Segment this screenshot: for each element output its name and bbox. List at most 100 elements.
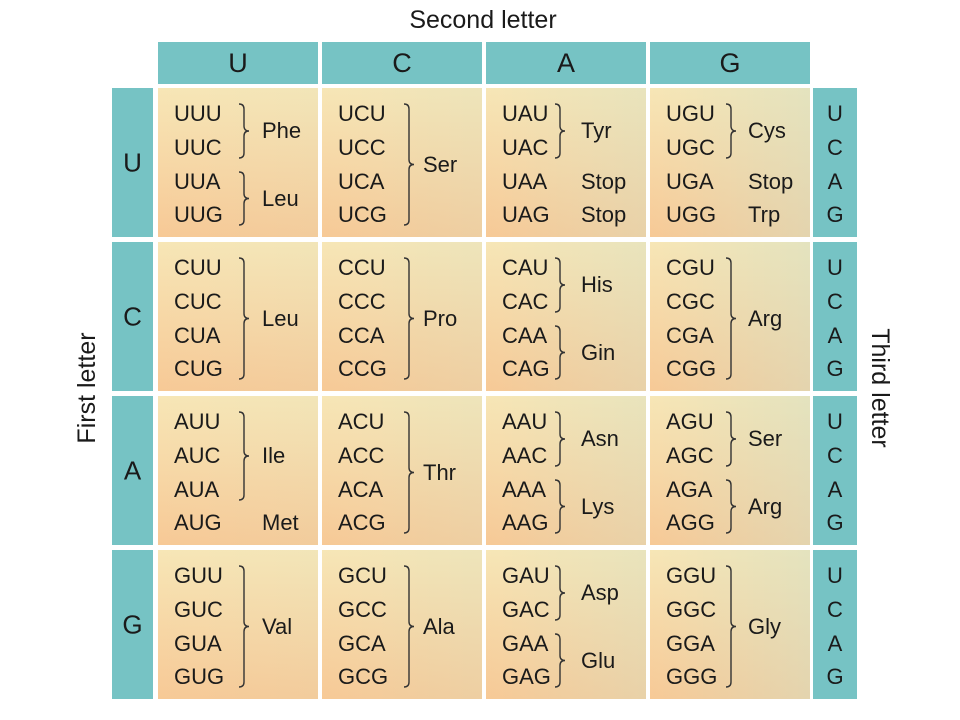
brace-bracket [725, 411, 737, 467]
third-letter-g: G [826, 202, 844, 227]
codon: GAA [502, 631, 549, 656]
codon: UAC [502, 135, 549, 160]
amino-acid-label: Ser [423, 151, 458, 177]
codon-cell: UCU UCC UCA UCG Ser [322, 88, 482, 237]
codon-cell: AGU AGC AGA AGG Ser Arg [650, 396, 810, 545]
codon: AAC [502, 443, 548, 468]
codon-cell: AUU AUC AUA AUG Ile Met [158, 396, 318, 545]
amino-acid-label: Lys [581, 493, 615, 519]
codon-cell: CCU CCC CCA CCG Pro [322, 242, 482, 391]
brace-bracket [554, 633, 566, 688]
codon: CCA [338, 323, 385, 348]
codon: CCU [338, 255, 386, 280]
codon: ACU [338, 409, 385, 434]
amino-acid-label: Gin [581, 339, 616, 365]
codon: GGU [666, 563, 717, 588]
codon: ACC [338, 443, 385, 468]
codon: AAA [502, 477, 547, 502]
amino-acid-label: Stop [748, 169, 794, 194]
amino-acid-label: Stop [581, 202, 627, 227]
codon: CUG [174, 356, 223, 381]
codon: AGC [666, 443, 714, 468]
codon: UGA [666, 169, 714, 194]
codon: AGA [666, 477, 713, 502]
codon-cell: GGU GGC GGA GGG Gly [650, 550, 810, 699]
amino-acid-label: Asp [581, 580, 619, 605]
brace-bracket [238, 171, 250, 226]
codon: CUU [174, 255, 222, 280]
brace-bracket [725, 479, 737, 534]
amino-acid-label: Arg [748, 493, 783, 519]
codon: ACA [338, 477, 384, 502]
codon: CUA [174, 323, 221, 348]
codon-cell: AAU AAC AAA AAG Asn Lys [486, 396, 646, 545]
third-letter-g: G [826, 356, 844, 381]
amino-acid-label: Asn [581, 426, 619, 451]
brace-bracket [725, 565, 737, 688]
codon-cell: CAU CAC CAA CAG His Gin [486, 242, 646, 391]
brace-bracket [554, 257, 566, 313]
first-letter-text: U [123, 147, 142, 177]
third-letter-u: U [827, 409, 843, 434]
third-letter-u: U [827, 563, 843, 588]
codon: CGC [666, 289, 715, 314]
third-letter-g: G [826, 510, 844, 535]
codon: GAG [502, 664, 551, 689]
codon: CUC [174, 289, 222, 314]
codon: ACG [338, 510, 386, 535]
third-letter-a: A [827, 323, 843, 348]
amino-acid-label: Glu [581, 647, 616, 673]
brace-bracket [554, 479, 566, 534]
third-letter-u: U [827, 101, 843, 126]
codon: GAC [502, 597, 550, 622]
amino-acid-label: Val [262, 613, 293, 639]
codon: AAG [502, 510, 549, 535]
third-letter-label-text: Third letter [866, 328, 894, 448]
codon-cell: UUU UUC UUA UUG Phe Leu [158, 88, 318, 237]
codon: CCG [338, 356, 387, 381]
brace-bracket [554, 565, 566, 621]
second-letter-g: G [650, 42, 810, 84]
codon: GUU [174, 563, 223, 588]
amino-acid-label: Gly [748, 613, 781, 639]
brace-bracket [403, 411, 415, 534]
brace-bracket [725, 103, 737, 159]
codon: GUC [174, 597, 223, 622]
codon-cell: CGU CGC CGA CGG Arg [650, 242, 810, 391]
amino-acid-label: His [581, 272, 613, 297]
codon: GGG [666, 664, 718, 689]
brace-bracket [238, 411, 250, 501]
third-letter-a: A [827, 477, 843, 502]
codon: AGU [666, 409, 714, 434]
codon-cell: GUU GUC GUA GUG Val [158, 550, 318, 699]
codon: GGC [666, 597, 717, 622]
codon: GCU [338, 563, 387, 588]
amino-acid-label: Leu [262, 185, 299, 211]
amino-acid-label: Tyr [581, 118, 612, 143]
amino-acid-label: Ile [262, 443, 286, 468]
codon: GCC [338, 597, 387, 622]
codon: AGG [666, 510, 715, 535]
amino-acid-label: Met [262, 510, 299, 535]
codon: GGA [666, 631, 715, 656]
brace-bracket [238, 103, 250, 159]
codon: UCG [338, 202, 387, 227]
second-letter-u: U [158, 42, 318, 84]
amino-acid-label: Trp [748, 202, 781, 227]
amino-acid-label: Leu [262, 305, 299, 331]
codon: UAA [502, 169, 548, 194]
codon: UCU [338, 101, 386, 126]
codon: AAU [502, 409, 548, 434]
first-letter-u: U [112, 88, 153, 237]
brace-bracket [403, 565, 415, 688]
codon: CAA [502, 323, 548, 348]
amino-acid-label: Cys [748, 118, 786, 143]
codon-cell: CUU CUC CUA CUG Leu [158, 242, 318, 391]
brace-bracket [725, 257, 737, 380]
third-letter-g: G [826, 664, 844, 689]
codon: GAU [502, 563, 550, 588]
codon: UUA [174, 169, 221, 194]
third-letter-u: U [827, 255, 843, 280]
